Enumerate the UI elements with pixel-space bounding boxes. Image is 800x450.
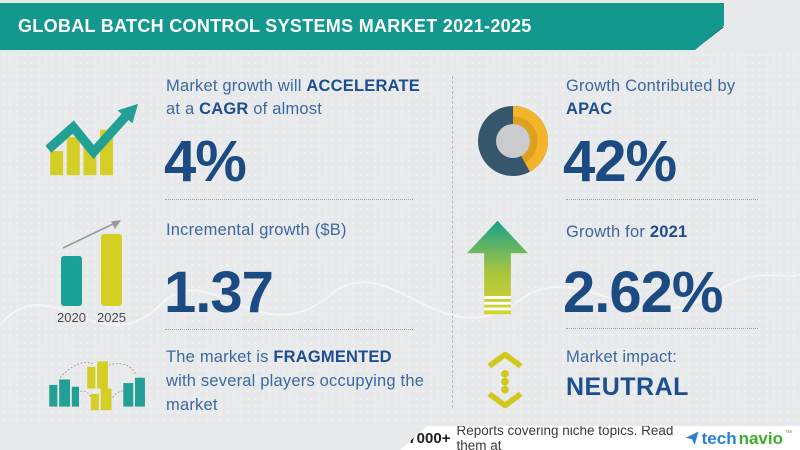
bar-chart-2020-2025-icon: 2020 2025 — [57, 220, 126, 325]
separator — [165, 329, 413, 330]
donut-chart-icon — [478, 106, 548, 176]
cagr-value: 4% — [164, 129, 247, 194]
fragmented-text-line3: market — [166, 396, 218, 414]
separator — [165, 199, 413, 200]
up-arrow-icon — [467, 220, 528, 315]
cagr-text-line1: Market growth will ACCELERATE — [166, 77, 420, 95]
separator — [566, 328, 758, 329]
impact-label: Market impact: — [566, 348, 677, 366]
footer-bar: 17000+ Reports covering niche topics. Re… — [400, 426, 800, 450]
buildings-network-icon — [49, 361, 145, 411]
fragmented-text-line1: The market is FRAGMENTED — [166, 348, 392, 366]
apac-label-line1: Growth Contributed by — [566, 77, 736, 95]
technavio-arrow-icon — [685, 430, 699, 445]
banner-ribbon: GLOBAL BATCH CONTROL SYSTEMS MARKET 2021… — [0, 3, 724, 50]
logo-navio-text: navio — [738, 428, 783, 448]
footer-text: Reports covering niche topics. Read them… — [456, 423, 674, 450]
growth-trend-chart-icon — [46, 103, 139, 176]
separator — [566, 199, 758, 200]
logo-trademark: ™ — [785, 429, 792, 437]
apac-label-line2: APAC — [566, 100, 613, 118]
incremental-growth-label: Incremental growth ($B) — [166, 221, 347, 239]
technavio-logo: tech navio ™ — [685, 430, 792, 447]
report-count: 17000+ — [400, 429, 451, 447]
cagr-text-line2: at a CAGR of almost — [166, 100, 323, 118]
impact-value: NEUTRAL — [566, 373, 689, 401]
fragmented-text-line2: with several players occupying the — [166, 372, 425, 390]
logo-tech-text: tech — [701, 428, 737, 448]
year-start-label: 2020 — [57, 310, 86, 325]
growth-2021-label: Growth for 2021 — [566, 223, 688, 241]
incremental-growth-value: 1.37 — [164, 260, 274, 325]
page-title: GLOBAL BATCH CONTROL SYSTEMS MARKET 2021… — [18, 16, 532, 36]
apac-value: 42% — [563, 129, 677, 194]
growth-2021-value: 2.62% — [563, 260, 723, 325]
neutral-impact-icon — [487, 352, 523, 408]
column-divider — [452, 76, 453, 408]
year-end-label: 2025 — [97, 310, 126, 325]
